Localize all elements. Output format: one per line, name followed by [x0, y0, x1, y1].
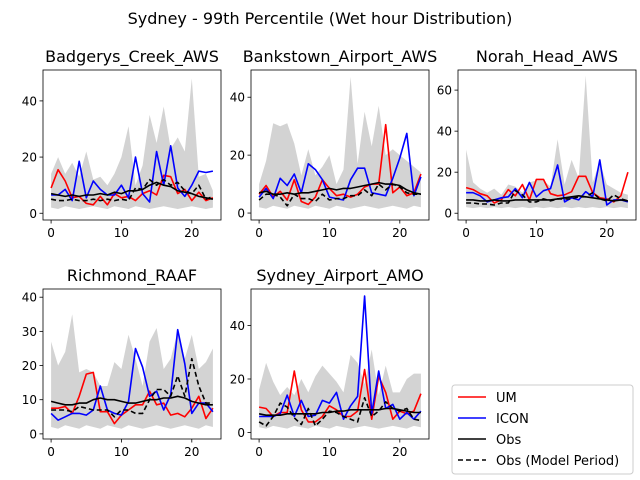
panel-title: Richmond_RAAF: [67, 266, 197, 286]
panel-norah-head: Norah_Head_AWS 0 10 20 0 20 40 60: [437, 47, 637, 240]
y-tick-label: 0: [444, 207, 452, 221]
y-tick-label: 20: [230, 149, 245, 163]
figure-suptitle: Sydney - 99th Percentile (Wet hour Distr…: [128, 9, 513, 28]
series-line-icon: [259, 295, 422, 421]
legend-frame: [451, 384, 634, 475]
panel-badgerys-creek: Badgerys_Creek_AWS 0 10 20 0 20 40: [22, 47, 222, 240]
legend-label-um: UM: [496, 391, 517, 406]
x-tick-label: 20: [392, 445, 407, 459]
panel-bankstown-airport: Bankstown_Airport_AWS 0 10 20 0 20 40: [230, 47, 438, 240]
axes-frame: [42, 288, 222, 440]
x-tick-label: 10: [322, 226, 337, 240]
panel-sydney-airport: Sydney_Airport_AMO 0 10 20 0 20 40: [230, 266, 430, 459]
series-line-obs-model-period: [466, 189, 629, 206]
x-tick-label: 20: [599, 226, 614, 240]
series-line-obs-model-period: [258, 396, 422, 427]
legend-label-obs-model-period: Obs (Model Period): [496, 454, 619, 469]
series-line-obs: [258, 407, 421, 417]
x-tick-label: 20: [184, 226, 199, 240]
series-line-obs: [50, 181, 214, 200]
x-tick-label: 0: [255, 226, 263, 240]
y-tick-label: 60: [437, 84, 452, 98]
series-line-um: [258, 368, 422, 423]
series-line-icon: [258, 132, 422, 201]
y-tick-label: 40: [230, 91, 245, 105]
x-tick-label: 10: [114, 226, 129, 240]
x-tick-label: 0: [462, 226, 470, 240]
panel-title: Bankstown_Airport_AWS: [243, 47, 438, 67]
series-line-obs-model-period: [51, 357, 213, 418]
x-tick-label: 0: [47, 445, 55, 459]
panel-richmond-raaf: Richmond_RAAF 0 10 20 0 10 20 30 40: [22, 266, 222, 459]
x-tick-label: 20: [392, 226, 407, 240]
y-tick-label: 0: [29, 207, 37, 221]
series-line-obs: [50, 395, 213, 406]
series-line-um: [258, 123, 422, 206]
y-tick-label: 0: [29, 427, 37, 441]
range-band: [466, 75, 628, 209]
y-tick-label: 20: [22, 359, 37, 373]
legend-label-icon: ICON: [496, 412, 529, 427]
axes-frame: [457, 69, 637, 221]
x-tick-label: 0: [255, 445, 263, 459]
legend-label-obs: Obs: [496, 433, 521, 448]
y-tick-label: 20: [230, 373, 245, 387]
y-tick-label: 40: [230, 319, 245, 333]
range-band: [259, 349, 421, 429]
x-tick-label: 0: [47, 226, 55, 240]
y-tick-label: 40: [22, 94, 37, 108]
panel-title: Sydney_Airport_AMO: [256, 266, 423, 286]
range-band: [51, 78, 213, 210]
series-line-um: [465, 171, 629, 204]
series-line-obs-model-period: [50, 178, 214, 202]
series-line-icon: [51, 145, 214, 203]
panel-title: Badgerys_Creek_AWS: [45, 47, 219, 67]
x-tick-label: 20: [184, 445, 199, 459]
x-tick-label: 10: [529, 226, 544, 240]
axes-frame: [250, 288, 430, 440]
y-tick-label: 10: [22, 393, 37, 407]
y-tick-label: 30: [22, 325, 37, 339]
axes-frame: [250, 69, 430, 221]
y-tick-label: 0: [237, 207, 245, 221]
y-tick-label: 20: [437, 166, 452, 180]
series-line-um: [51, 371, 214, 425]
series-line-icon: [50, 328, 214, 422]
y-tick-label: 0: [237, 426, 245, 440]
series-line-obs-model-period: [258, 183, 421, 207]
y-tick-label: 20: [22, 151, 37, 165]
legend: UM ICON Obs Obs (Model Period): [451, 384, 634, 475]
y-tick-label: 40: [22, 291, 37, 305]
axes-frame: [42, 69, 222, 221]
y-tick-label: 40: [437, 125, 452, 139]
x-tick-label: 10: [322, 445, 337, 459]
panel-title: Norah_Head_AWS: [476, 47, 618, 67]
x-tick-label: 10: [114, 445, 129, 459]
series-line-obs: [466, 195, 629, 202]
